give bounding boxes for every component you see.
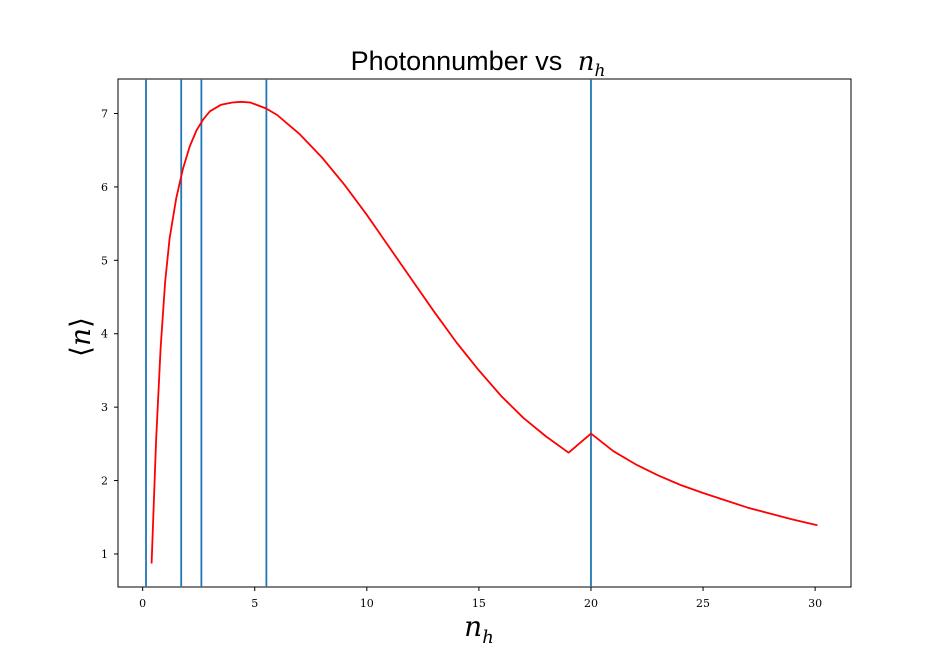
x-axis-label-sub: h xyxy=(482,627,494,648)
chart-title-math-sub: h xyxy=(594,61,605,81)
y-axis-label: ⟨n⟩ xyxy=(64,317,97,357)
y-axis-label-close: ⟩ xyxy=(64,317,97,328)
y-tick-label-5: 5 xyxy=(101,254,108,267)
y-tick-label-3: 3 xyxy=(101,401,108,414)
x-tick-label-10: 10 xyxy=(360,597,374,610)
x-tick-label-30: 30 xyxy=(808,597,822,610)
series-line-0 xyxy=(150,100,818,564)
x-tick-label-25: 25 xyxy=(696,597,710,610)
chart-title: Photonnumber vs nh xyxy=(351,46,606,81)
y-tick-label-7: 7 xyxy=(101,108,108,121)
y-tick-label-6: 6 xyxy=(101,181,108,194)
x-axis-ticks: 0 5 10 15 20 25 30 xyxy=(139,587,822,610)
x-tick-label-5: 5 xyxy=(251,597,258,610)
x-axis-label-base: n xyxy=(464,610,482,643)
y-axis-ticks: 1 2 3 4 5 6 7 xyxy=(101,108,118,561)
x-tick-label-15: 15 xyxy=(472,597,486,610)
vertical-lines xyxy=(145,79,592,587)
chart-title-math-base: n xyxy=(578,47,595,77)
plot-area-frame xyxy=(117,78,852,588)
y-tick-label-2: 2 xyxy=(101,475,108,488)
y-axis-label-open: ⟨ xyxy=(64,346,97,357)
y-tick-label-1: 1 xyxy=(101,548,108,561)
chart-title-text: Photonnumber vs xyxy=(351,46,563,76)
y-tick-label-4: 4 xyxy=(101,328,108,341)
x-axis-label: nh xyxy=(464,610,494,648)
x-tick-label-20: 20 xyxy=(584,597,598,610)
y-axis-label-base: n xyxy=(64,328,97,346)
x-tick-label-0: 0 xyxy=(139,597,146,610)
series-layer xyxy=(150,100,818,564)
